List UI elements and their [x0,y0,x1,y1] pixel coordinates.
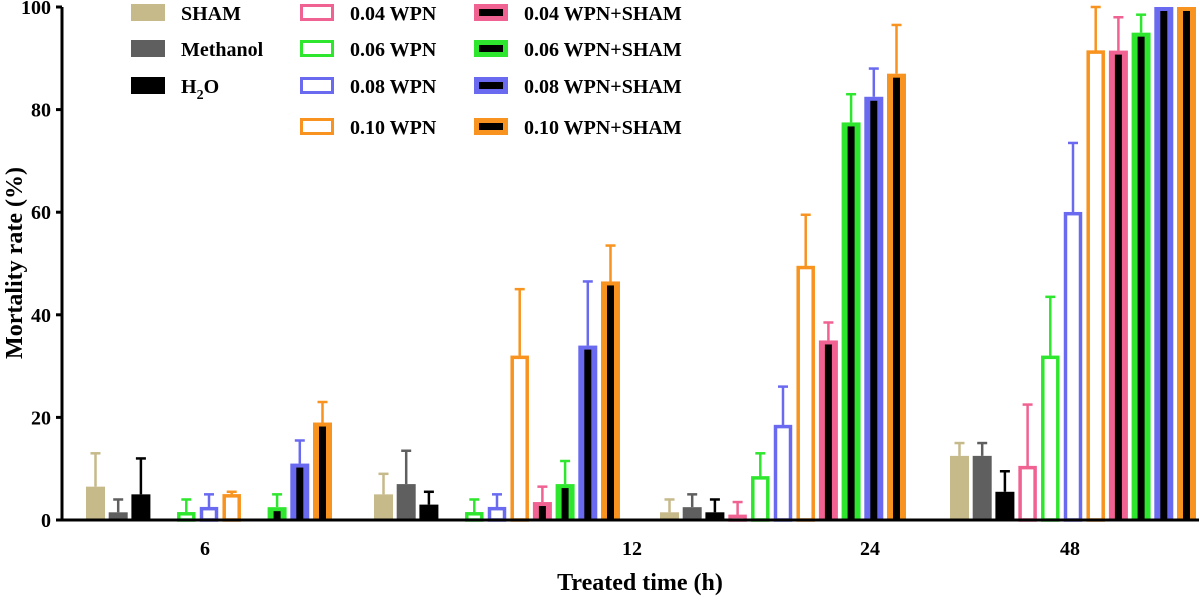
bar-h2o-12h [419,504,439,520]
y-tick-label: 20 [31,407,51,429]
bar-h2o-48h [995,491,1015,520]
bar-0-04-wpn-sham-24h-core [824,344,832,520]
bar-h2o-6h [131,494,151,520]
legend-item-0-04-wpn: 0.04 WPN [300,3,437,25]
legend-label: Methanol [181,39,264,61]
bar-0-10-wpn-12h [510,355,529,522]
x-tick-label-6: 6 [200,538,210,560]
ticks-layer: 0 20 40 60 80 100 6 12 24 48 [21,0,1080,560]
legend-label: H2O [181,76,219,103]
legend-item-methanol: Methanol [131,39,264,61]
bar-0-06-wpn-sham-48h-core [1137,36,1145,521]
bar-0-08-wpn-sham-6h-core [296,467,304,520]
x-tick-label-24: 24 [860,538,880,560]
bar-methanol-48h [972,455,992,520]
x-tick-label-12: 12 [622,538,642,560]
bar-0-10-wpn-24h [796,265,815,522]
y-axis-title: Mortality rate (%) [2,167,28,359]
y-tick-label: 80 [31,100,51,122]
bar-0-06-wpn-sham-24h-core [847,126,855,521]
legend-label: SHAM [181,3,241,25]
legend-swatch [131,4,165,21]
legend-swatch [300,4,334,21]
axes-layer [60,7,1199,522]
legend-label: 0.06 WPN+SHAM [524,39,682,61]
legend-swatch-core [479,9,503,16]
legend-item-0-08-wpn: 0.08 WPN [300,76,437,98]
legend-swatch-core [479,45,503,52]
bar-methanol-24h [682,507,702,520]
bar-0-08-wpn-6h [199,506,219,522]
legend-item-0-10-wpn-sham: 0.10 WPN+SHAM [474,117,682,139]
bar-0-06-wpn-sham-6h-core [273,511,281,520]
legend-item-0-10-wpn: 0.10 WPN [300,117,437,139]
bar-h2o-24h [705,512,725,520]
legend-swatch-core [479,82,503,89]
bar-0-10-wpn-sham-48h-core [1183,11,1190,520]
bar-0-10-wpn-sham-6h-core [319,426,326,520]
legend-label: 0.04 WPN [350,3,437,25]
bar-0-08-wpn-sham-12h-core [584,349,592,520]
x-axis-title: Treated time (h) [557,570,723,596]
bar-0-06-wpn-48h [1041,355,1060,522]
y-tick-label: 40 [31,305,51,327]
bar-0-04-wpn-sham-12h-core [538,506,546,520]
bar-0-08-wpn-sham-48h-core [1160,11,1168,520]
legend-swatch-core [479,123,503,130]
legend-swatch [300,118,334,135]
legend-item-sham: SHAM [131,3,241,25]
legend-swatch [131,77,165,94]
legend-item-h2o: H2O [131,76,219,103]
legend-label: 0.10 WPN [350,117,437,139]
legend-item-0-06-wpn: 0.06 WPN [300,39,437,61]
x-tick-label-48: 48 [1060,538,1080,560]
y-tick-label: 0 [41,510,51,532]
bar-0-04-wpn-sham-48h-core [1114,54,1122,520]
bar-sham-24h [660,512,679,520]
bar-0-08-wpn-sham-24h-core [870,100,878,521]
bar-0-10-wpn-48h [1086,50,1105,522]
legend-item-0-06-wpn-sham: 0.06 WPN+SHAM [474,39,682,61]
legend-item-0-04-wpn-sham: 0.04 WPN+SHAM [474,3,682,25]
bar-0-10-wpn-6h [222,494,241,522]
bar-sham-6h [86,486,105,520]
y-tick-label: 100 [21,0,51,19]
legend-label: 0.08 WPN+SHAM [524,76,682,98]
bar-0-06-wpn-24h [751,476,770,522]
bar-0-06-wpn-sham-12h-core [561,488,569,520]
legend-swatch [300,77,334,94]
legend-label: 0.06 WPN [350,39,437,61]
legend-label: 0.10 WPN+SHAM [524,117,682,139]
legend-item-0-08-wpn-sham: 0.08 WPN+SHAM [474,76,682,98]
bar-0-08-wpn-24h [773,424,793,522]
bar-methanol-12h [396,484,416,520]
bar-0-10-wpn-sham-12h-core [607,285,614,520]
bar-methanol-6h [108,512,128,520]
legend-label: 0.04 WPN+SHAM [524,3,682,25]
legend-swatch [131,40,165,57]
bar-0-08-wpn-12h [487,506,507,522]
bar-0-08-wpn-48h [1063,211,1083,522]
bar-0-10-wpn-sham-24h-core [893,77,900,520]
bar-sham-48h [950,455,969,520]
y-tick-label: 60 [31,202,51,224]
bar-0-04-wpn-48h [1018,465,1037,522]
bar-sham-12h [374,494,393,520]
legend: SHAM Methanol H2O 0.04 WPN 0.06 WPN 0.08 WPN 0… [131,3,682,139]
legend-swatch [300,40,334,57]
legend-label: 0.08 WPN [350,76,437,98]
